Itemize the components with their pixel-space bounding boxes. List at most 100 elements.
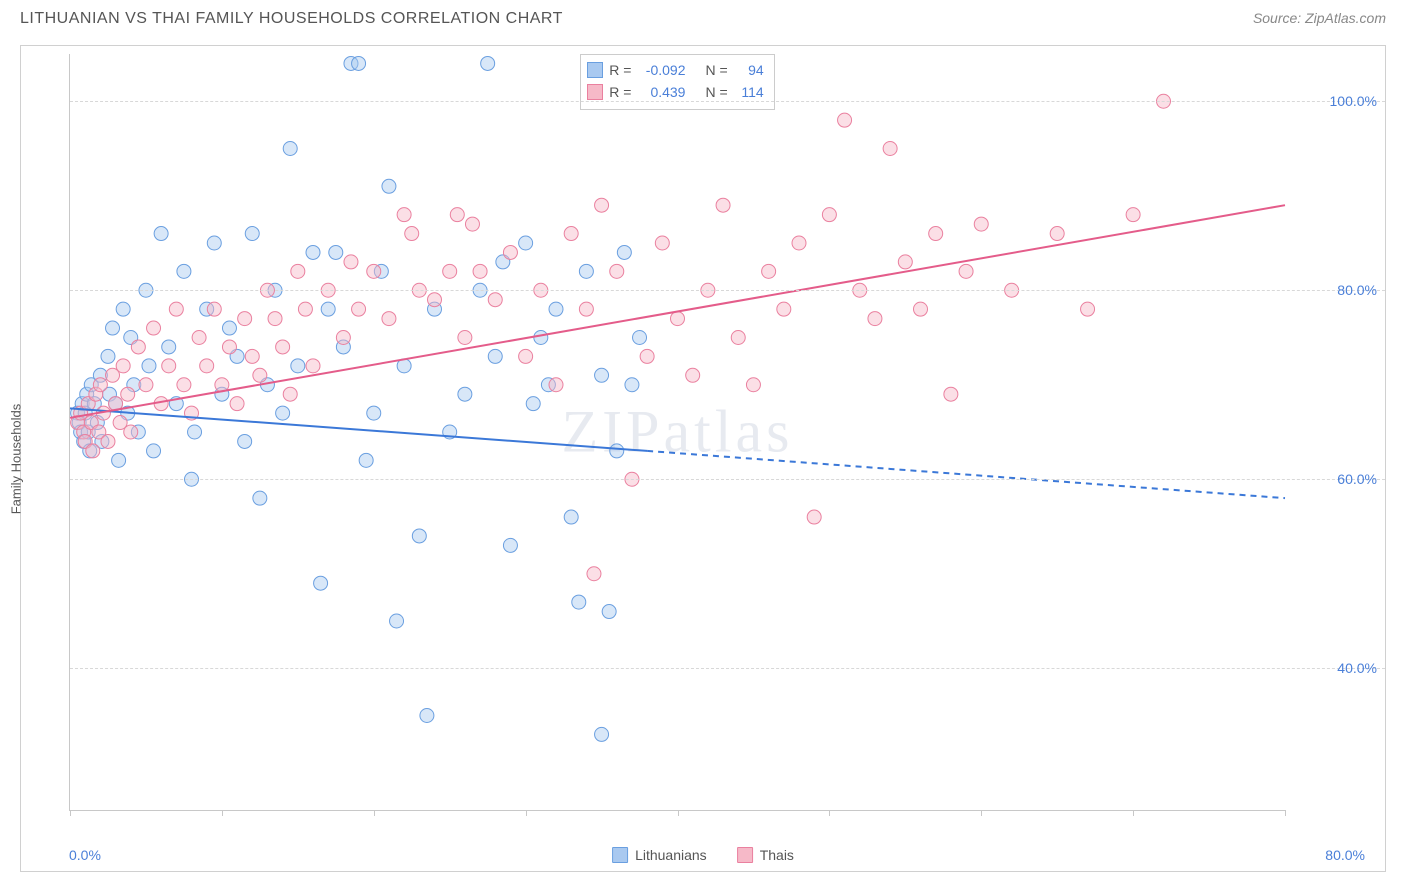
scatter-point bbox=[222, 321, 236, 335]
scatter-point bbox=[147, 444, 161, 458]
scatter-point bbox=[1050, 227, 1064, 241]
scatter-point bbox=[488, 349, 502, 363]
scatter-point bbox=[868, 312, 882, 326]
scatter-point bbox=[169, 302, 183, 316]
scatter-point bbox=[101, 349, 115, 363]
scatter-point bbox=[131, 340, 145, 354]
stat-n-label: N = bbox=[705, 81, 727, 103]
scatter-point bbox=[147, 321, 161, 335]
scatter-point bbox=[336, 331, 350, 345]
scatter-point bbox=[207, 302, 221, 316]
legend-swatch bbox=[587, 84, 603, 100]
scatter-point bbox=[686, 368, 700, 382]
scatter-point bbox=[230, 397, 244, 411]
scatter-point bbox=[352, 56, 366, 70]
scatter-point bbox=[106, 321, 120, 335]
x-axis-min-label: 0.0% bbox=[69, 847, 101, 863]
scatter-point bbox=[572, 595, 586, 609]
scatter-point bbox=[914, 302, 928, 316]
x-tick bbox=[829, 810, 830, 816]
scatter-point bbox=[883, 142, 897, 156]
x-axis-max-label: 80.0% bbox=[1325, 847, 1365, 863]
scatter-point bbox=[564, 510, 578, 524]
x-tick bbox=[222, 810, 223, 816]
scatter-point bbox=[716, 198, 730, 212]
legend-swatch bbox=[612, 847, 628, 863]
stats-row: R =0.439N =114 bbox=[587, 81, 763, 103]
legend-swatch bbox=[587, 62, 603, 78]
scatter-point bbox=[291, 264, 305, 278]
legend-swatch bbox=[737, 847, 753, 863]
scatter-point bbox=[405, 227, 419, 241]
scatter-point bbox=[382, 179, 396, 193]
scatter-point bbox=[731, 331, 745, 345]
scatter-point bbox=[519, 236, 533, 250]
stat-r-label: R = bbox=[609, 59, 631, 81]
x-tick bbox=[526, 810, 527, 816]
scatter-point bbox=[367, 264, 381, 278]
scatter-point bbox=[86, 444, 100, 458]
gridline bbox=[70, 290, 1385, 291]
scatter-point bbox=[534, 331, 548, 345]
scatter-point bbox=[420, 709, 434, 723]
scatter-point bbox=[898, 255, 912, 269]
stats-row: R =-0.092N =94 bbox=[587, 59, 763, 81]
scatter-point bbox=[139, 378, 153, 392]
plot-svg bbox=[70, 54, 1285, 810]
scatter-point bbox=[633, 331, 647, 345]
scatter-point bbox=[792, 236, 806, 250]
x-tick bbox=[678, 810, 679, 816]
scatter-point bbox=[329, 245, 343, 259]
scatter-point bbox=[465, 217, 479, 231]
scatter-point bbox=[443, 264, 457, 278]
scatter-point bbox=[238, 312, 252, 326]
x-tick bbox=[1285, 810, 1286, 816]
source-name: ZipAtlas.com bbox=[1305, 10, 1386, 26]
scatter-point bbox=[587, 567, 601, 581]
x-tick bbox=[70, 810, 71, 816]
scatter-point bbox=[929, 227, 943, 241]
legend-item: Lithuanians bbox=[612, 847, 707, 863]
stat-n-value: 114 bbox=[734, 81, 764, 103]
scatter-point bbox=[162, 359, 176, 373]
scatter-point bbox=[595, 198, 609, 212]
scatter-point bbox=[154, 227, 168, 241]
scatter-point bbox=[746, 378, 760, 392]
scatter-point bbox=[245, 349, 259, 363]
chart-container: Family Households ZIPatlas R =-0.092N =9… bbox=[20, 45, 1386, 872]
scatter-point bbox=[121, 387, 135, 401]
scatter-point bbox=[112, 453, 126, 467]
gridline bbox=[70, 668, 1385, 669]
scatter-point bbox=[481, 56, 495, 70]
scatter-point bbox=[564, 227, 578, 241]
scatter-point bbox=[321, 302, 335, 316]
scatter-point bbox=[283, 387, 297, 401]
scatter-point bbox=[579, 302, 593, 316]
scatter-point bbox=[116, 359, 130, 373]
y-tick-label: 40.0% bbox=[1337, 660, 1377, 676]
scatter-point bbox=[142, 359, 156, 373]
scatter-point bbox=[188, 425, 202, 439]
scatter-point bbox=[253, 491, 267, 505]
stat-r-label: R = bbox=[609, 81, 631, 103]
scatter-point bbox=[207, 236, 221, 250]
scatter-point bbox=[579, 264, 593, 278]
scatter-point bbox=[222, 340, 236, 354]
x-tick bbox=[1133, 810, 1134, 816]
scatter-point bbox=[519, 349, 533, 363]
scatter-point bbox=[245, 227, 259, 241]
scatter-point bbox=[390, 614, 404, 628]
scatter-point bbox=[762, 264, 776, 278]
scatter-point bbox=[595, 368, 609, 382]
scatter-point bbox=[344, 255, 358, 269]
scatter-point bbox=[640, 349, 654, 363]
scatter-point bbox=[412, 529, 426, 543]
scatter-point bbox=[382, 312, 396, 326]
scatter-point bbox=[610, 444, 624, 458]
scatter-point bbox=[306, 359, 320, 373]
scatter-point bbox=[526, 397, 540, 411]
scatter-point bbox=[488, 293, 502, 307]
scatter-point bbox=[314, 576, 328, 590]
scatter-point bbox=[101, 434, 115, 448]
scatter-point bbox=[655, 236, 669, 250]
